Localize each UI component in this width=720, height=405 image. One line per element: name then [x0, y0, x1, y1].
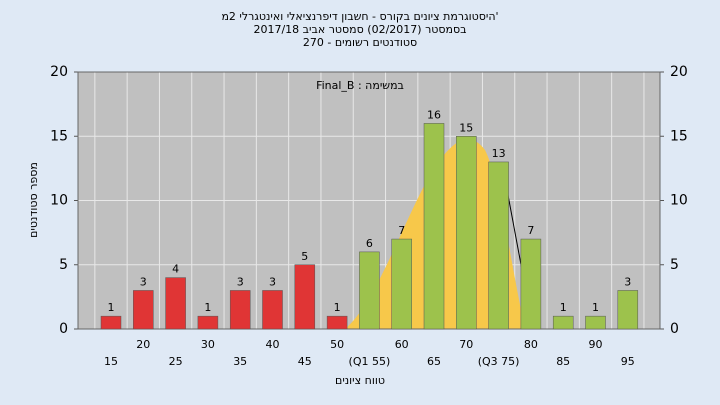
value-label: 5 — [301, 250, 308, 263]
value-label: 3 — [269, 275, 276, 288]
y-axis-label: מספר סטודנטים — [27, 162, 40, 238]
value-label: 1 — [334, 301, 341, 314]
value-label: 1 — [204, 301, 211, 314]
bar — [326, 315, 348, 330]
bar — [197, 315, 219, 330]
title-line: סטודנטים רשומים - 270 — [303, 36, 417, 49]
value-label: 15 — [459, 121, 473, 134]
x-axis-label: טווח ציונים — [335, 374, 385, 387]
title-line: היסטוגרמת ציונים בקורס - חשבון דיפרנציאל… — [221, 10, 498, 23]
x-tick-label: (Q1 55) — [349, 355, 391, 368]
y2-tick-label: 15 — [670, 128, 688, 144]
x-tick-label: 70 — [459, 338, 473, 351]
x-tick-label: 95 — [621, 355, 635, 368]
value-label: 16 — [427, 108, 441, 121]
value-label: 13 — [492, 147, 506, 160]
x-tick-label: 80 — [524, 338, 538, 351]
bar — [423, 123, 445, 330]
bar — [133, 290, 154, 330]
value-label: 6 — [366, 237, 373, 250]
y2-tick-label: 10 — [670, 193, 688, 209]
bar — [262, 290, 283, 330]
x-tick-label: 60 — [395, 338, 409, 351]
x-tick-label: 25 — [169, 355, 183, 368]
bar — [165, 277, 186, 330]
bar — [229, 290, 251, 330]
x-tick-label: 40 — [266, 338, 280, 351]
value-label: 3 — [140, 275, 147, 288]
bar — [359, 251, 380, 330]
x-tick-label: 50 — [330, 338, 344, 351]
bar — [391, 238, 412, 330]
bar — [617, 290, 639, 330]
value-label: 3 — [624, 275, 631, 288]
x-tick-label: 65 — [427, 355, 441, 368]
y-tick-label: 20 — [50, 64, 68, 80]
value-label: 1 — [108, 301, 115, 314]
y2-tick-label: 20 — [670, 64, 688, 80]
bar — [100, 315, 122, 330]
bar — [585, 315, 606, 330]
value-label: 3 — [237, 275, 244, 288]
value-label: 1 — [560, 301, 567, 314]
x-tick-label: 30 — [201, 338, 215, 351]
x-tick-label: 35 — [233, 355, 247, 368]
y-tick-label: 0 — [59, 321, 68, 337]
y-tick-label: 10 — [50, 193, 68, 209]
value-label: 4 — [172, 263, 179, 276]
y2-tick-label: 5 — [670, 257, 679, 273]
x-tick-label: 85 — [556, 355, 570, 368]
title-line: בסמסטר (02/2017) סמסטר אביב 2017/18 — [253, 23, 466, 36]
y-tick-label: 5 — [59, 257, 68, 273]
bar — [520, 238, 542, 330]
x-tick-label: 45 — [298, 355, 312, 368]
x-tick-label: 15 — [104, 355, 118, 368]
x-tick-label: 20 — [136, 338, 150, 351]
annotation: Final_B : במשימה — [316, 79, 404, 92]
value-label: 1 — [592, 301, 599, 314]
bar — [488, 161, 509, 330]
value-label: 7 — [398, 224, 405, 237]
bar — [552, 315, 574, 330]
y-tick-label: 15 — [50, 128, 68, 144]
bar — [456, 136, 477, 330]
pointer-line — [507, 194, 523, 271]
bar — [294, 264, 316, 330]
x-tick-label: 90 — [589, 338, 603, 351]
x-tick-label: (Q3 75) — [478, 355, 520, 368]
value-label: 7 — [527, 224, 534, 237]
y2-tick-label: 0 — [670, 321, 679, 337]
